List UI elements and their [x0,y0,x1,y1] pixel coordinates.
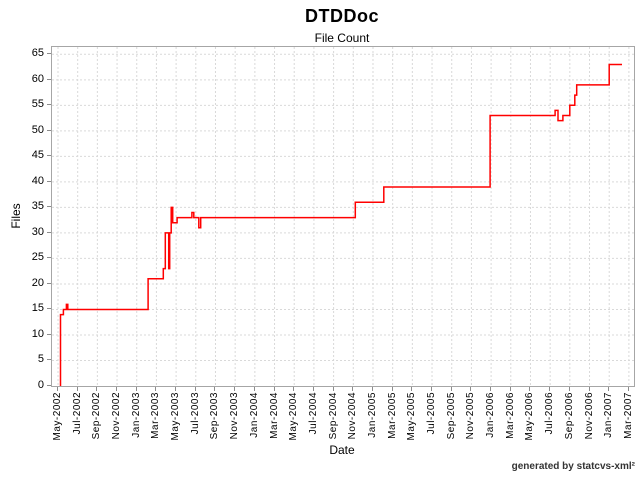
y-tick-mark [47,130,51,131]
y-tick-mark [47,155,51,156]
y-tick-mark [47,53,51,54]
chart-canvas [52,47,634,386]
x-tick-label: Jan-2007 [603,392,615,438]
x-tick-mark [549,387,550,391]
y-tick-mark [47,334,51,335]
x-tick-label: Jul-2004 [307,392,319,435]
y-tick-mark [47,257,51,258]
y-tick-label: 0 [37,379,44,391]
x-tick-label: Sep-2004 [327,392,339,440]
y-tick-label: 25 [31,251,44,264]
y-tick-mark [47,232,51,233]
x-tick-label: Jan-2005 [366,392,378,438]
x-tick-label: Nov-2002 [111,392,123,440]
x-tick-label: May-2004 [288,392,300,441]
y-tick-mark [47,308,51,309]
x-tick-label: Jan-2003 [130,392,142,438]
y-tick-mark [47,104,51,105]
x-axis-title: Date [329,443,355,457]
chart-subtitle: File Count [314,31,370,45]
y-tick-label: 30 [31,225,44,238]
chart-title: DTDDoc [305,6,379,26]
x-tick-label: Mar-2006 [504,392,516,439]
x-tick-label: Mar-2007 [622,392,634,439]
credit-text: generated by statcvs-xml² [511,461,635,472]
x-tick-label: Jul-2005 [426,392,438,435]
x-tick-label: Jan-2006 [485,392,497,438]
series-line-file-count [59,63,622,386]
x-tick-mark [116,387,117,391]
x-tick-mark [392,387,393,391]
x-tick-mark [490,387,491,391]
x-tick-mark [510,387,511,391]
x-tick-label: May-2003 [170,392,182,441]
y-tick-mark [47,206,51,207]
x-tick-mark [333,387,334,391]
y-tick-label: 15 [31,302,44,315]
plot-area [51,46,635,387]
y-tick-label: 65 [31,47,44,60]
x-tick-mark [293,387,294,391]
x-tick-label: May-2002 [52,392,63,441]
x-tick-label: Jul-2003 [189,392,201,435]
x-tick-label: Sep-2003 [209,392,221,440]
x-tick-label: May-2006 [524,392,536,441]
y-tick-mark [47,385,51,386]
x-tick-mark [431,387,432,391]
y-tick-mark [47,283,51,284]
x-tick-label: Nov-2006 [583,392,595,440]
x-tick-label: Sep-2002 [91,392,103,440]
x-tick-label: Mar-2005 [386,392,398,439]
x-tick-mark [411,387,412,391]
y-tick-label: 50 [31,123,44,136]
x-tick-mark [96,387,97,391]
x-tick-label: Jan-2004 [248,392,260,438]
x-tick-mark [254,387,255,391]
x-tick-mark [628,387,629,391]
x-tick-label: Mar-2003 [150,392,162,439]
x-tick-mark [589,387,590,391]
y-tick-label: 55 [31,98,44,111]
x-tick-label: Nov-2003 [229,392,241,440]
x-tick-label: Jul-2002 [71,392,83,435]
y-tick-label: 20 [31,276,44,289]
x-tick-mark [313,387,314,391]
x-tick-label: Nov-2004 [347,392,359,440]
y-tick-label: 10 [31,327,44,340]
x-tick-label: Mar-2004 [268,392,280,439]
x-tick-mark [214,387,215,391]
x-tick-mark [195,387,196,391]
x-tick-mark [470,387,471,391]
x-tick-label: Sep-2005 [445,392,457,440]
y-tick-mark [47,359,51,360]
x-tick-mark [451,387,452,391]
x-tick-label: Nov-2005 [465,392,477,440]
x-tick-mark [155,387,156,391]
x-tick-mark [234,387,235,391]
y-tick-label: 35 [31,200,44,213]
y-tick-label: 40 [31,174,44,187]
x-tick-mark [57,387,58,391]
x-tick-mark [608,387,609,391]
y-tick-mark [47,79,51,80]
x-tick-mark [569,387,570,391]
x-tick-label: Jul-2006 [544,392,556,435]
y-tick-label: 5 [37,353,44,366]
y-tick-label: 60 [31,72,44,85]
y-tick-label: 45 [31,149,44,162]
x-tick-label: Sep-2006 [563,392,575,440]
x-tick-mark [529,387,530,391]
x-tick-mark [372,387,373,391]
x-tick-mark [352,387,353,391]
x-tick-mark [175,387,176,391]
x-tick-mark [77,387,78,391]
x-tick-label: May-2005 [406,392,418,441]
x-tick-mark [136,387,137,391]
y-tick-mark [47,181,51,182]
x-tick-mark [274,387,275,391]
